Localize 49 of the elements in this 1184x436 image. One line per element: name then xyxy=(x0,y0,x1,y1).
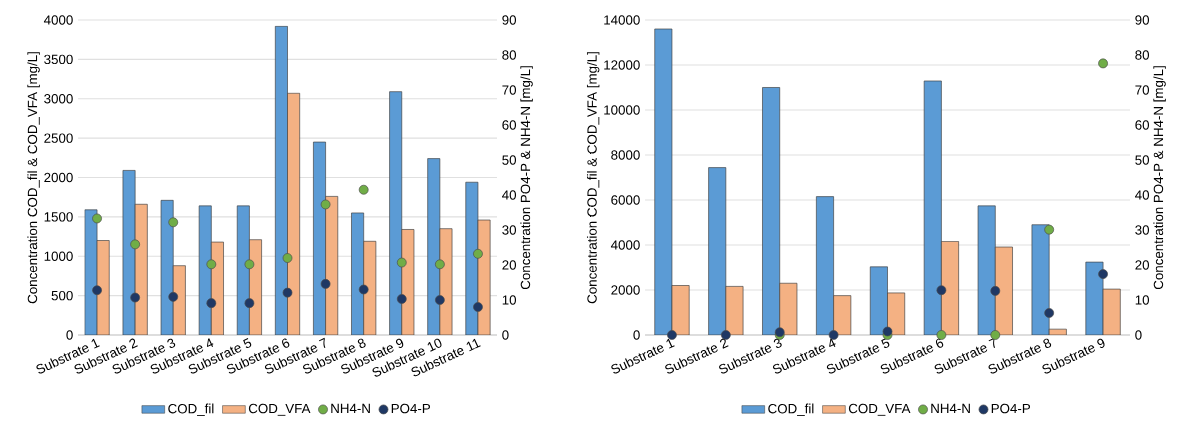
legend-label: PO4-P xyxy=(991,403,1031,414)
legend-label: PO4-P xyxy=(391,403,431,414)
y-tick-label: 6000 xyxy=(611,195,640,205)
legend-label: NH4-N xyxy=(931,403,970,414)
y-tick-label: 4000 xyxy=(610,240,640,250)
y2-tick-label: 80 xyxy=(1135,50,1150,60)
y2-tick-label: 80 xyxy=(502,50,517,60)
y2-tick-label: 0 xyxy=(1135,330,1142,340)
legend-label: COD_VFA xyxy=(848,403,911,416)
legend-label: COD_fil xyxy=(168,403,214,416)
y2-tick-label: 10 xyxy=(502,295,517,305)
y-tick-label: 2500 xyxy=(44,133,73,143)
y-tick-label: 4000 xyxy=(43,15,73,25)
y2-tick-label: 20 xyxy=(1135,260,1150,270)
y2-tick-label: 30 xyxy=(1135,225,1150,235)
y2-tick-label: 40 xyxy=(502,190,517,200)
y-axis-title: Concentration COD_fil & COD_VFA [mg/L] xyxy=(27,52,40,304)
legend-label: COD_fil xyxy=(768,403,814,416)
legend-label: COD_VFA xyxy=(248,403,311,416)
y2-tick-label: 40 xyxy=(1135,190,1150,200)
y-axis-title: Concentration COD_fil & COD_VFA [mg/L] xyxy=(586,52,600,304)
y-tick-label: 0 xyxy=(633,330,640,340)
y2-tick-label: 30 xyxy=(502,225,517,235)
y-tick-label: 500 xyxy=(51,290,73,301)
y2-axis-title: Concentration PO4-P & NH4-N [mg/L] xyxy=(1153,66,1166,290)
y2-tick-label: 70 xyxy=(502,85,517,95)
y2-axis-title: Concentration PO4-P & NH4-N [mg/L] xyxy=(520,66,533,290)
y2-tick-label: 0 xyxy=(502,330,509,340)
y2-tick-label: 50 xyxy=(1135,155,1150,165)
y-tick-label: 3500 xyxy=(44,54,73,65)
y2-tick-label: 10 xyxy=(1135,295,1150,305)
y-tick-label: 8000 xyxy=(611,150,640,160)
y-tick-label: 10000 xyxy=(604,105,640,115)
y2-tick-label: 90 xyxy=(1135,15,1150,25)
y2-tick-label: 70 xyxy=(1135,85,1150,95)
y2-tick-label: 90 xyxy=(502,15,517,25)
y-tick-label: 2000 xyxy=(44,172,73,183)
y-tick-label: 12000 xyxy=(604,60,640,70)
y-tick-label: 2000 xyxy=(611,285,640,295)
y-tick-label: 14000 xyxy=(604,15,640,25)
y2-tick-label: 60 xyxy=(502,120,517,130)
y-tick-label: 1000 xyxy=(44,251,73,261)
y2-tick-label: 50 xyxy=(502,155,517,165)
legend-label: NH4-N xyxy=(331,403,370,414)
y2-tick-label: 20 xyxy=(502,260,517,270)
y-tick-label: 3000 xyxy=(44,94,73,104)
y-tick-label: 1500 xyxy=(44,212,73,222)
y-tick-label: 0 xyxy=(66,330,73,340)
y2-tick-label: 60 xyxy=(1135,120,1150,130)
